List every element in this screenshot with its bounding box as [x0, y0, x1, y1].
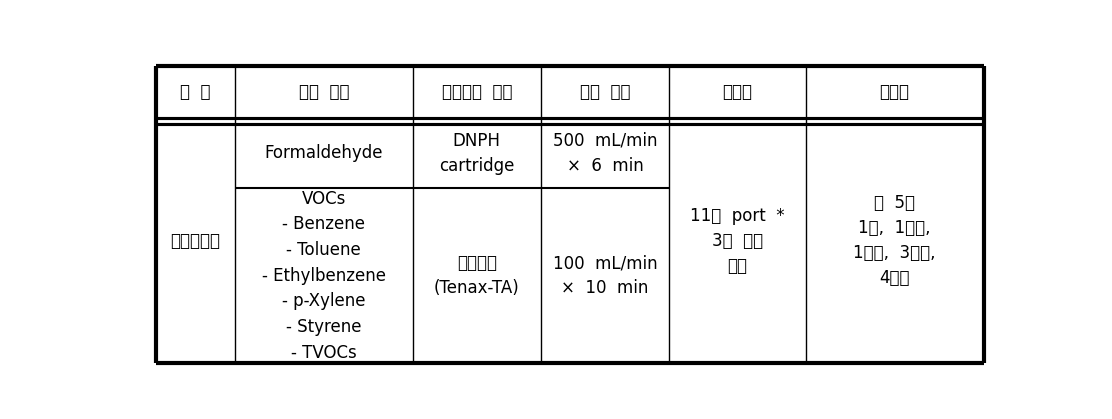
Text: Formaldehyde: Formaldehyde [265, 144, 383, 162]
Text: 흡착튜브
(Tenax-TA): 흡착튜브 (Tenax-TA) [434, 254, 519, 297]
Text: 안정성: 안정성 [880, 83, 910, 101]
Text: 100  mL/min
×  10  min: 100 mL/min × 10 min [553, 254, 657, 297]
Text: 조사  항목: 조사 항목 [298, 83, 349, 101]
Text: 실내공기질: 실내공기질 [170, 232, 220, 250]
Text: VOCs
- Benzene
- Toluene
- Ethylbenzene
- p-Xylene
- Styrene
- TVOCs: VOCs - Benzene - Toluene - Ethylbenzene … [261, 189, 386, 362]
Text: 균질성: 균질성 [723, 83, 753, 101]
Text: DNPH
cartridge: DNPH cartridge [439, 132, 515, 175]
Text: 구  분: 구 분 [180, 83, 211, 101]
Text: 총  5회
1일,  1주일,
1개월,  3개월,
4개월: 총 5회 1일, 1주일, 1개월, 3개월, 4개월 [853, 194, 936, 287]
Text: 시료채취  매체: 시료채취 매체 [441, 83, 512, 101]
Text: 500  mL/min
×  6  min: 500 mL/min × 6 min [553, 132, 657, 175]
Text: 11개  port  *
3회  반복
분석: 11개 port * 3회 반복 분석 [691, 207, 785, 275]
Text: 채취  유량: 채취 유량 [579, 83, 631, 101]
